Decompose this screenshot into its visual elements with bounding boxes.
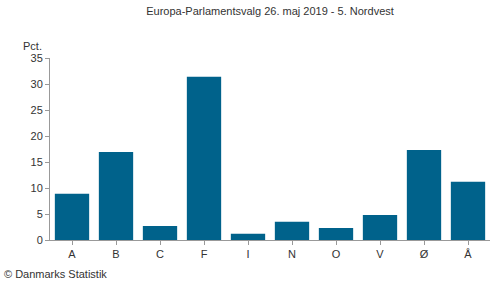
svg-text:O: O: [332, 248, 341, 260]
svg-text:0: 0: [37, 234, 43, 246]
svg-text:20: 20: [31, 130, 43, 142]
svg-text:F: F: [201, 248, 208, 260]
svg-text:15: 15: [31, 156, 43, 168]
svg-text:A: A: [68, 248, 76, 260]
svg-text:B: B: [112, 248, 119, 260]
svg-text:Å: Å: [464, 248, 472, 260]
svg-text:30: 30: [31, 78, 43, 90]
svg-text:Europa-Parlamentsvalg 26. maj: Europa-Parlamentsvalg 26. maj 2019 - 5. …: [146, 5, 394, 17]
svg-text:C: C: [156, 248, 164, 260]
svg-text:Ø: Ø: [420, 248, 429, 260]
svg-text:5: 5: [37, 208, 43, 220]
svg-text:10: 10: [31, 182, 43, 194]
svg-text:© Danmarks Statistik: © Danmarks Statistik: [4, 268, 107, 280]
svg-text:Pct.: Pct.: [23, 40, 42, 52]
svg-text:V: V: [376, 248, 384, 260]
svg-text:I: I: [246, 248, 249, 260]
svg-text:25: 25: [31, 104, 43, 116]
svg-text:35: 35: [31, 52, 43, 64]
svg-text:N: N: [288, 248, 296, 260]
